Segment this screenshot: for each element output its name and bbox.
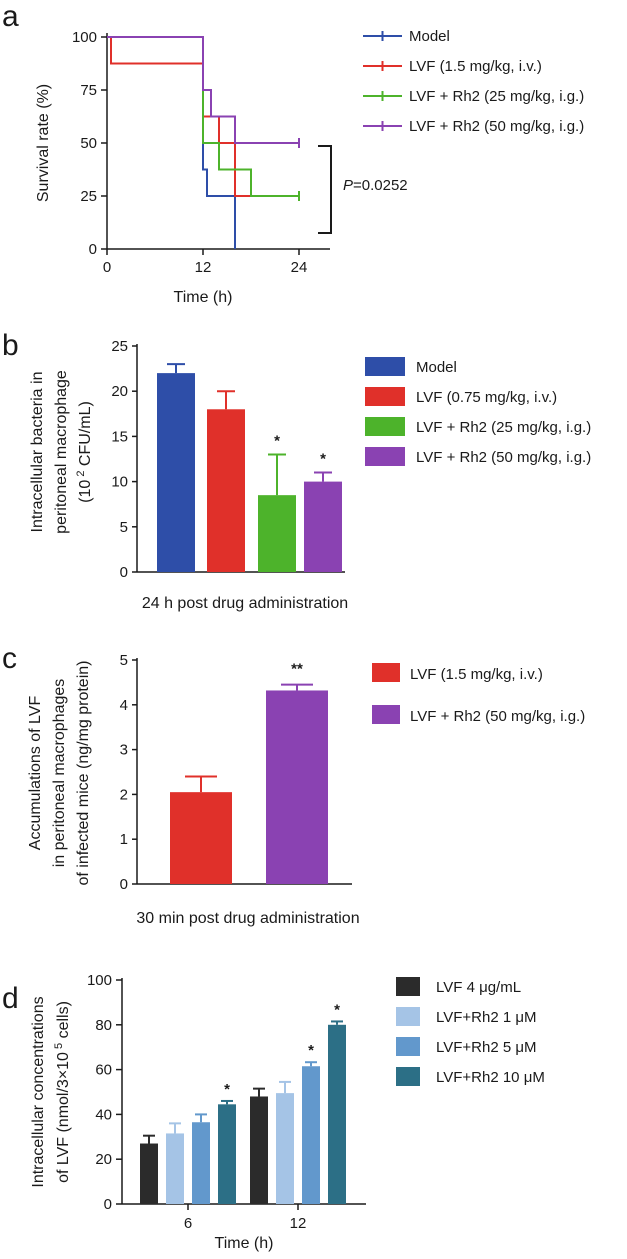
legend-label: LVF+Rh2 5 μM (436, 1039, 537, 1056)
y-axis-title-line-1: Accumulations of LVF (27, 696, 44, 851)
y-tick-label: 0 (120, 564, 128, 581)
legend-swatch (365, 447, 405, 466)
legend-swatch (365, 357, 405, 376)
panel-label-c: c (2, 642, 17, 675)
bar-lvf-rh2-10-m (328, 1024, 346, 1204)
y-tick-label: 100 (72, 29, 97, 46)
y-tick-label: 75 (80, 82, 97, 99)
legend-swatch (396, 1037, 420, 1056)
y-tick-label: 50 (80, 135, 97, 152)
bar-lvf-rh2-1-m (166, 1133, 184, 1204)
survival-chart-panel: 0 25 50 75 100 0 12 24 Time (h) Survival rate (%)… (35, 28, 584, 306)
x-tick-label: 6 (184, 1215, 192, 1232)
significance-marker: * (320, 451, 326, 468)
y-tick-label: 10 (111, 474, 128, 491)
y-axis-title-line-1: Intracellular concentrations (30, 996, 47, 1187)
bar-1 (170, 792, 232, 884)
bar-2 (207, 409, 245, 572)
x-tick-label: 12 (195, 259, 212, 276)
legend-label: LVF (1.5 mg/kg, i.v.) (410, 666, 543, 683)
y-axis-title-line-1: Intracellular bacteria in (29, 372, 46, 533)
legend-label: Model (416, 359, 457, 376)
y-tick-label: 1 (120, 831, 128, 848)
y-tick-label: 0 (89, 241, 97, 258)
y-tick-label: 2 (120, 786, 128, 803)
y-tick-label: 25 (111, 338, 128, 355)
legend-label: LVF 4 μg/mL (436, 979, 521, 996)
y-axis-title-line-2: peritoneal macrophage (53, 370, 70, 534)
y-axis-title-line-3: of infected mice (ng/mg protein) (75, 661, 92, 886)
legend-label: Model (409, 28, 450, 45)
legend-label: LVF (1.5 mg/kg, i.v.) (409, 58, 542, 75)
bar-lvf-rh2-1-m (276, 1093, 294, 1204)
y-tick-label: 60 (95, 1062, 112, 1079)
legend-label: LVF (0.75 mg/kg, i.v.) (416, 389, 557, 406)
significance-marker: * (334, 1001, 340, 1018)
legend-swatch (372, 705, 400, 724)
legend-swatch (365, 387, 405, 406)
legend-swatch (396, 1007, 420, 1026)
bar-lvf-rh2-5-m (302, 1066, 320, 1204)
intracellular-bacteria-chart-panel: 0 5 10 15 20 25 * * 24 h post drug administratio… (29, 338, 591, 612)
y-axis-title-line-2: in peritoneal macrophages (51, 679, 68, 868)
legend-swatch (372, 663, 400, 682)
legend-label: LVF + Rh2 (25 mg/kg, i.g.) (416, 419, 591, 436)
y-tick-label: 3 (120, 742, 128, 759)
legend-label: LVF + Rh2 (50 mg/kg, i.g.) (409, 118, 584, 135)
legend-swatch (365, 417, 405, 436)
significance-marker: * (274, 432, 280, 449)
y-tick-label: 4 (120, 697, 128, 714)
legend-label: LVF + Rh2 (50 mg/kg, i.g.) (416, 449, 591, 466)
legend-swatch (396, 977, 420, 996)
x-tick-label: 24 (291, 259, 308, 276)
legend-label: LVF+Rh2 10 μM (436, 1069, 545, 1086)
y-tick-label: 20 (111, 383, 128, 400)
y-tick-label: 40 (95, 1106, 112, 1123)
y-tick-label: 0 (120, 876, 128, 893)
y-tick-label: 15 (111, 428, 128, 445)
y-tick-label: 20 (95, 1151, 112, 1168)
bar-lvf-rh2-10-m (218, 1104, 236, 1204)
x-tick-label: 0 (103, 259, 111, 276)
legend-label: LVF + Rh2 (25 mg/kg, i.g.) (409, 88, 584, 105)
significance-marker: * (308, 1042, 314, 1059)
bar-2 (266, 690, 328, 884)
significance-bracket (318, 145, 332, 234)
bar-lvf-rh2-5-m (192, 1122, 210, 1204)
legend-label: LVF+Rh2 1 μM (436, 1009, 537, 1026)
significance-marker: ** (291, 661, 303, 678)
bar-3 (258, 495, 296, 572)
y-tick-label: 25 (80, 188, 97, 205)
y-tick-label: 80 (95, 1017, 112, 1034)
legend-label: LVF + Rh2 (50 mg/kg, i.g.) (410, 708, 585, 725)
y-tick-label: 100 (87, 972, 112, 989)
y-tick-label: 5 (120, 519, 128, 536)
x-tick-label: 12 (290, 1215, 307, 1232)
y-axis-unit: of LVF (nmol/3×10 5 cells) (53, 1001, 72, 1183)
survival-line-4 (107, 36, 299, 144)
significance-marker: * (224, 1081, 230, 1098)
bar-1 (157, 373, 195, 572)
y-axis-unit: (10 2 CFU/mL) (75, 401, 94, 503)
lvf-accumulation-chart-panel: 0 1 2 3 4 5 ** 30 min post drug administration A… (27, 652, 585, 927)
y-tick-label: 0 (104, 1196, 112, 1213)
p-value-label: P=0.0252 (343, 177, 408, 194)
intracellular-concentration-chart-panel: 0 20 40 60 80 100 6 * 12 * * Time (h) Intracellular … (30, 972, 545, 1252)
bar-lvf-4-g-ml (250, 1096, 268, 1204)
panel-label-d: d (2, 982, 19, 1015)
legend-swatch (396, 1067, 420, 1086)
x-axis-title: 24 h post drug administration (142, 595, 348, 612)
x-axis-title: 30 min post drug administration (136, 910, 359, 927)
x-axis-title: Time (h) (174, 289, 233, 306)
bar-4 (304, 481, 342, 572)
bar-lvf-4-g-ml (140, 1143, 158, 1204)
x-axis-title: Time (h) (215, 1235, 274, 1252)
y-tick-label: 5 (120, 652, 128, 669)
panel-label-a: a (2, 0, 19, 33)
panel-label-b: b (2, 329, 19, 362)
y-axis-title: Survival rate (%) (35, 84, 52, 202)
